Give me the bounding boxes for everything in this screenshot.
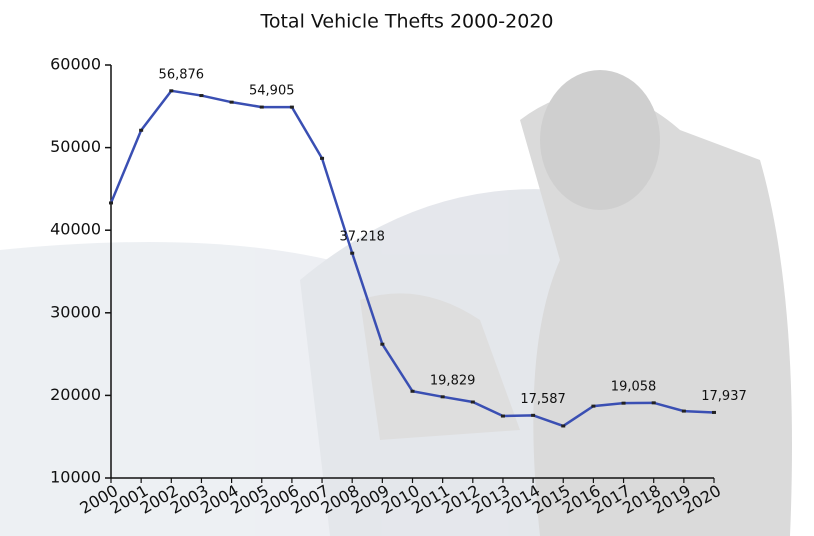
value-label: 19,829: [430, 373, 476, 388]
y-tick-label: 50000: [50, 137, 101, 156]
data-point: [289, 105, 294, 109]
value-label: 17,587: [520, 392, 566, 407]
data-point: [440, 395, 445, 399]
data-point: [531, 413, 536, 417]
data-point: [139, 128, 144, 132]
data-point: [681, 409, 686, 413]
y-tick-label: 30000: [50, 302, 101, 321]
data-point: [109, 201, 113, 205]
value-label: 17,937: [701, 389, 747, 404]
data-point: [651, 401, 656, 405]
value-label: 19,058: [611, 380, 657, 395]
data-point: [199, 94, 204, 98]
y-tick-label: 10000: [50, 468, 101, 487]
data-point: [380, 342, 385, 346]
data-point: [229, 100, 234, 104]
value-label: 37,218: [339, 230, 385, 245]
data-point: [561, 424, 566, 428]
y-tick-label: 60000: [50, 55, 101, 74]
value-label: 56,876: [159, 67, 205, 82]
data-point: [470, 400, 475, 404]
data-point: [500, 414, 505, 418]
data-point: [169, 89, 174, 93]
data-point: [259, 105, 264, 109]
data-point: [320, 156, 325, 160]
y-tick-label: 20000: [50, 385, 101, 404]
data-point: [350, 251, 355, 255]
data-point: [712, 410, 716, 414]
data-point: [621, 401, 626, 405]
y-tick-label: 40000: [50, 220, 101, 239]
data-point: [591, 404, 596, 408]
data-point: [410, 389, 415, 393]
chart-title: Total Vehicle Thefts 2000-2020: [259, 11, 553, 33]
value-label: 54,905: [249, 84, 295, 99]
background-photo: [0, 70, 792, 536]
